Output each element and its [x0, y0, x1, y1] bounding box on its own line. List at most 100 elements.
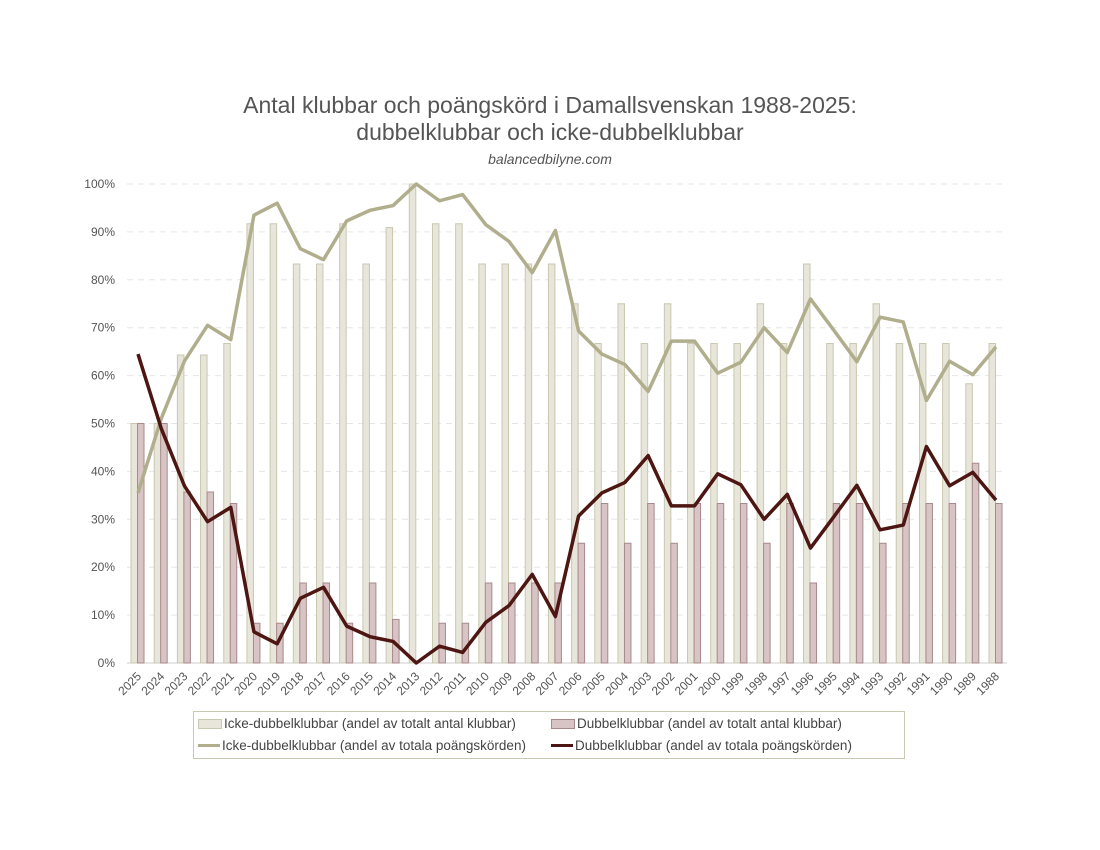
legend-swatch	[551, 718, 575, 729]
bar-dubbelklubbar	[739, 502, 748, 664]
x-tick-label: 1991	[904, 669, 933, 698]
x-tick-label: 2004	[602, 669, 631, 698]
y-tick-label: 40%	[91, 464, 115, 478]
bar-dubbelklubbar	[345, 622, 354, 664]
bar-dubbelklubbar	[160, 423, 168, 664]
bar-dubbelklubbar	[879, 542, 887, 664]
bar-icke-dubbelklubbar	[246, 223, 254, 664]
bar-icke-dubbelklubbar	[408, 183, 417, 664]
chart-title: Antal klubbar och poängskörd i Damallsve…	[243, 92, 857, 118]
x-tick-label: 2022	[185, 669, 214, 698]
x-tick-label: 1997	[765, 669, 794, 698]
legend-item-dubbel-bar: Dubbelklubbar (andel av totalt antal klu…	[551, 716, 842, 731]
x-tick-label: 1994	[834, 669, 863, 698]
bar-dubbelklubbar	[554, 582, 562, 664]
x-tick-label: 2000	[695, 669, 724, 698]
bar-dubbelklubbar	[670, 542, 678, 664]
line-icke-dubbelklubbar-poang	[136, 182, 998, 494]
bar-icke-dubbelklubbar	[524, 263, 533, 664]
line-dubbelklubbar-poang	[136, 353, 998, 665]
x-tick-label: 2015	[347, 669, 376, 698]
bar-icke-dubbelklubbar	[176, 354, 185, 664]
bar-icke-dubbelklubbar	[663, 303, 672, 664]
bar-dubbelklubbar	[183, 491, 191, 664]
bar-dubbelklubbar	[229, 502, 238, 664]
y-tick-label: 80%	[91, 273, 115, 287]
bar-icke-dubbelklubbar	[362, 263, 370, 664]
bar-dubbelklubbar	[206, 491, 215, 664]
x-tick-label: 2013	[394, 669, 423, 698]
bar-icke-dubbelklubbar	[802, 263, 811, 664]
x-tick-label: 2014	[370, 669, 399, 698]
x-tick-label: 1999	[718, 669, 747, 698]
chart-subtitle: balancedbilyne.com	[488, 151, 612, 167]
legend-item-icke-line: Icke-dubbelklubbar (andel av totala poän…	[198, 738, 526, 753]
x-tick-label: 2001	[672, 669, 701, 698]
bar-icke-dubbelklubbar	[455, 223, 463, 664]
legend-label: Dubbelklubbar (andel av totala poängskör…	[575, 738, 852, 753]
bar-icke-dubbelklubbar	[942, 343, 950, 664]
y-tick-label: 10%	[91, 608, 115, 622]
bar-dubbelklubbar	[971, 462, 980, 664]
x-tick-label: 2012	[417, 669, 446, 698]
bar-icke-dubbelklubbar	[849, 343, 857, 664]
bar-icke-dubbelklubbar	[594, 343, 602, 664]
bar-dubbelklubbar	[577, 542, 586, 664]
x-tick-label: 2009	[486, 669, 515, 698]
y-tick-label: 90%	[91, 225, 115, 239]
bar-dubbelklubbar	[252, 622, 261, 664]
bar-dubbelklubbar	[948, 502, 957, 664]
y-tick-label: 70%	[91, 321, 115, 335]
bar-dubbelklubbar	[137, 423, 145, 664]
bar-dubbelklubbar	[438, 622, 446, 664]
bar-icke-dubbelklubbar	[200, 354, 208, 664]
x-tick-label: 2017	[301, 669, 330, 698]
legend: Icke-dubbelklubbar (andel av totalt anta…	[193, 711, 905, 759]
chart-title-line2: dubbelklubbar och icke-dubbelklubbar	[356, 119, 744, 145]
bar-icke-dubbelklubbar	[431, 223, 440, 664]
x-tick-label: 2016	[324, 669, 353, 698]
x-tick-label: 1993	[857, 669, 886, 698]
x-tick-label: 2018	[278, 669, 307, 698]
x-tick-label: 2003	[626, 669, 655, 698]
x-tick-label: 1992	[881, 669, 910, 698]
y-tick-label: 60%	[91, 369, 115, 383]
x-tick-label: 2010	[463, 669, 492, 698]
bar-icke-dubbelklubbar	[988, 343, 996, 664]
y-tick-label: 100%	[84, 177, 115, 191]
y-tick-label: 50%	[91, 417, 115, 431]
x-tick-label: 2007	[533, 669, 562, 698]
x-tick-label: 1990	[927, 669, 956, 698]
bar-dubbelklubbar	[902, 502, 910, 664]
bar-dubbelklubbar	[647, 502, 655, 664]
legend-label: Dubbelklubbar (andel av totalt antal klu…	[577, 716, 842, 731]
x-tick-label: 2002	[649, 669, 678, 698]
legend-label: Icke-dubbelklubbar (andel av totalt anta…	[224, 716, 516, 731]
bar-icke-dubbelklubbar	[965, 383, 973, 664]
x-tick-label: 2008	[510, 669, 539, 698]
x-tick-label: 2020	[231, 669, 260, 698]
bar-dubbelklubbar	[299, 582, 307, 664]
x-tick-label: 1996	[788, 669, 817, 698]
x-tick-label: 1995	[811, 669, 840, 698]
x-tick-label: 2023	[162, 669, 191, 698]
bar-icke-dubbelklubbar	[501, 263, 510, 664]
bar-icke-dubbelklubbar	[316, 263, 324, 664]
bar-icke-dubbelklubbar	[130, 423, 138, 664]
x-tick-label: 2005	[579, 669, 608, 698]
bar-icke-dubbelklubbar	[547, 263, 556, 664]
bar-icke-dubbelklubbar	[269, 223, 278, 664]
bar-icke-dubbelklubbar	[223, 343, 231, 664]
bar-dubbelklubbar	[531, 582, 539, 664]
x-tick-label: 1989	[950, 669, 979, 698]
bar-icke-dubbelklubbar	[710, 343, 718, 664]
bar-icke-dubbelklubbar	[895, 343, 904, 664]
bar-icke-dubbelklubbar	[872, 303, 881, 664]
bar-icke-dubbelklubbar	[153, 423, 162, 664]
bar-dubbelklubbar	[322, 582, 331, 664]
bar-dubbelklubbar	[693, 502, 702, 664]
x-tick-label: 1988	[973, 669, 1002, 698]
bar-dubbelklubbar	[809, 582, 817, 664]
